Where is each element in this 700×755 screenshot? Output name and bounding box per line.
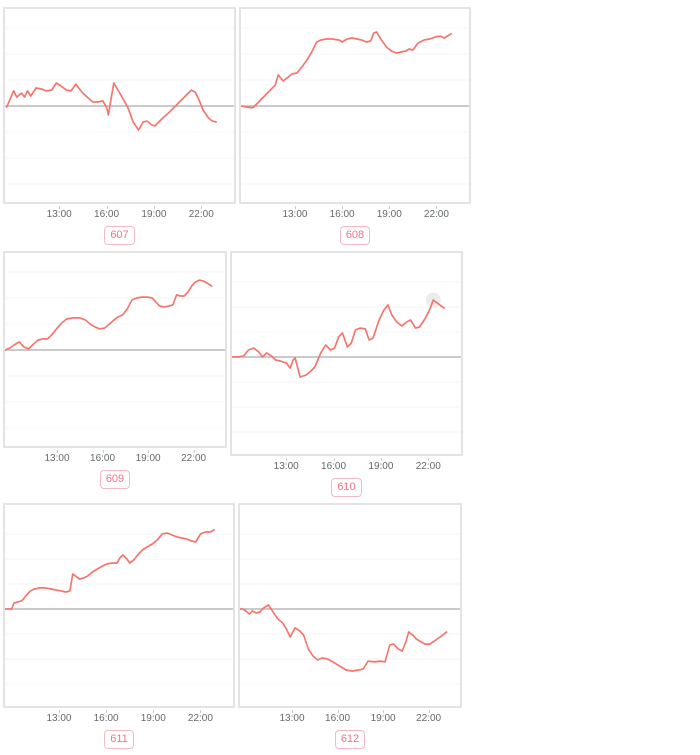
x-tick-mark bbox=[148, 450, 150, 453]
series-line bbox=[5, 279, 213, 351]
line-chart-panel bbox=[238, 503, 462, 708]
x-tick-mark bbox=[294, 206, 296, 209]
sparkline-chart bbox=[232, 281, 461, 433]
x-tick-label: 19:00 bbox=[141, 209, 167, 220]
x-tick-label: 19:00 bbox=[370, 713, 396, 724]
x-axis: 13:00 16:00 19:00 22:00 bbox=[3, 710, 235, 726]
x-tick-label: 22:00 bbox=[181, 453, 207, 464]
x-axis: 13:00 16:00 19:00 22:00 bbox=[3, 206, 236, 222]
chart-id-badge-link[interactable]: 612 bbox=[334, 730, 366, 749]
x-tick-label: 19:00 bbox=[376, 209, 402, 220]
x-tick-mark bbox=[389, 206, 391, 209]
x-tick-mark bbox=[193, 450, 195, 453]
x-axis: 13:00 16:00 19:00 22:00 bbox=[238, 710, 462, 726]
x-tick-label: 13:00 bbox=[44, 453, 70, 464]
chart-cell: 13:00 16:00 19:00 22:00 608 bbox=[239, 7, 471, 251]
sparkline-chart bbox=[5, 529, 233, 685]
chart-cell: 13:00 16:00 19:00 22:00 612 bbox=[238, 503, 462, 755]
chart-id-badge-link[interactable]: 610 bbox=[331, 478, 362, 497]
x-tick-label: 19:00 bbox=[140, 713, 166, 724]
x-tick-label: 22:00 bbox=[415, 461, 441, 472]
badge-row: 612 bbox=[238, 729, 462, 749]
sparkline-chart bbox=[240, 533, 460, 685]
series-line bbox=[5, 82, 217, 131]
sparkline-chart bbox=[5, 271, 225, 429]
line-chart-panel bbox=[3, 503, 235, 708]
line-chart-panel bbox=[230, 251, 463, 456]
x-axis: 13:00 16:00 19:00 22:00 bbox=[3, 450, 227, 466]
x-axis: 13:00 16:00 19:00 22:00 bbox=[239, 206, 471, 222]
sparkline-chart bbox=[5, 27, 234, 185]
x-tick-label: 19:00 bbox=[368, 461, 394, 472]
x-tick-mark bbox=[286, 458, 288, 461]
chart-id-badge-link[interactable]: 607 bbox=[104, 226, 135, 245]
x-tick-label: 13:00 bbox=[273, 461, 299, 472]
x-tick-label: 13:00 bbox=[279, 713, 305, 724]
x-tick-mark bbox=[102, 450, 104, 453]
badge-row: 607 bbox=[3, 225, 236, 245]
x-tick-label: 13:00 bbox=[46, 209, 72, 220]
series-line bbox=[240, 604, 448, 672]
badge-row: 611 bbox=[3, 729, 235, 749]
x-axis: 13:00 16:00 19:00 22:00 bbox=[230, 458, 463, 474]
chart-cell: 13:00 16:00 19:00 22:00 611 bbox=[3, 503, 235, 755]
x-tick-label: 13:00 bbox=[46, 713, 72, 724]
x-tick-label: 22:00 bbox=[423, 209, 449, 220]
x-tick-mark bbox=[380, 458, 382, 461]
x-tick-label: 13:00 bbox=[282, 209, 308, 220]
x-tick-mark bbox=[106, 206, 108, 209]
x-tick-mark bbox=[153, 206, 155, 209]
chart-id-badge-link[interactable]: 609 bbox=[99, 470, 131, 489]
x-tick-label: 16:00 bbox=[93, 713, 119, 724]
chart-id-badge-link[interactable]: 611 bbox=[104, 730, 134, 749]
x-tick-label: 16:00 bbox=[90, 453, 116, 464]
x-tick-label: 19:00 bbox=[135, 453, 161, 464]
x-tick-label: 16:00 bbox=[329, 209, 355, 220]
x-tick-mark bbox=[59, 206, 61, 209]
x-tick-mark bbox=[57, 450, 59, 453]
x-tick-mark bbox=[436, 206, 438, 209]
x-tick-mark bbox=[428, 458, 430, 461]
x-tick-mark bbox=[342, 206, 344, 209]
x-tick-label: 22:00 bbox=[416, 713, 442, 724]
line-chart-panel bbox=[3, 7, 236, 204]
x-tick-label: 22:00 bbox=[187, 713, 213, 724]
chart-id-badge-link[interactable]: 608 bbox=[339, 226, 371, 245]
sparkline-chart bbox=[241, 27, 469, 185]
line-chart-panel bbox=[239, 7, 471, 204]
x-tick-label: 22:00 bbox=[188, 209, 214, 220]
chart-cell: 13:00 16:00 19:00 22:00 609 bbox=[3, 251, 227, 503]
badge-row: 610 bbox=[230, 477, 463, 497]
line-chart-panel bbox=[3, 251, 227, 448]
chart-cell: 13:00 16:00 19:00 22:00 607 bbox=[3, 7, 236, 251]
x-tick-mark bbox=[333, 458, 335, 461]
badge-row: 608 bbox=[239, 225, 471, 245]
x-tick-mark bbox=[201, 206, 203, 209]
x-tick-label: 16:00 bbox=[325, 713, 351, 724]
series-line bbox=[5, 529, 215, 610]
series-line bbox=[241, 31, 453, 109]
x-tick-label: 16:00 bbox=[94, 209, 120, 220]
chart-cell: 13:00 16:00 19:00 22:00 610 bbox=[230, 251, 463, 503]
x-tick-label: 16:00 bbox=[321, 461, 347, 472]
series-line bbox=[232, 299, 445, 378]
badge-row: 609 bbox=[3, 469, 227, 489]
